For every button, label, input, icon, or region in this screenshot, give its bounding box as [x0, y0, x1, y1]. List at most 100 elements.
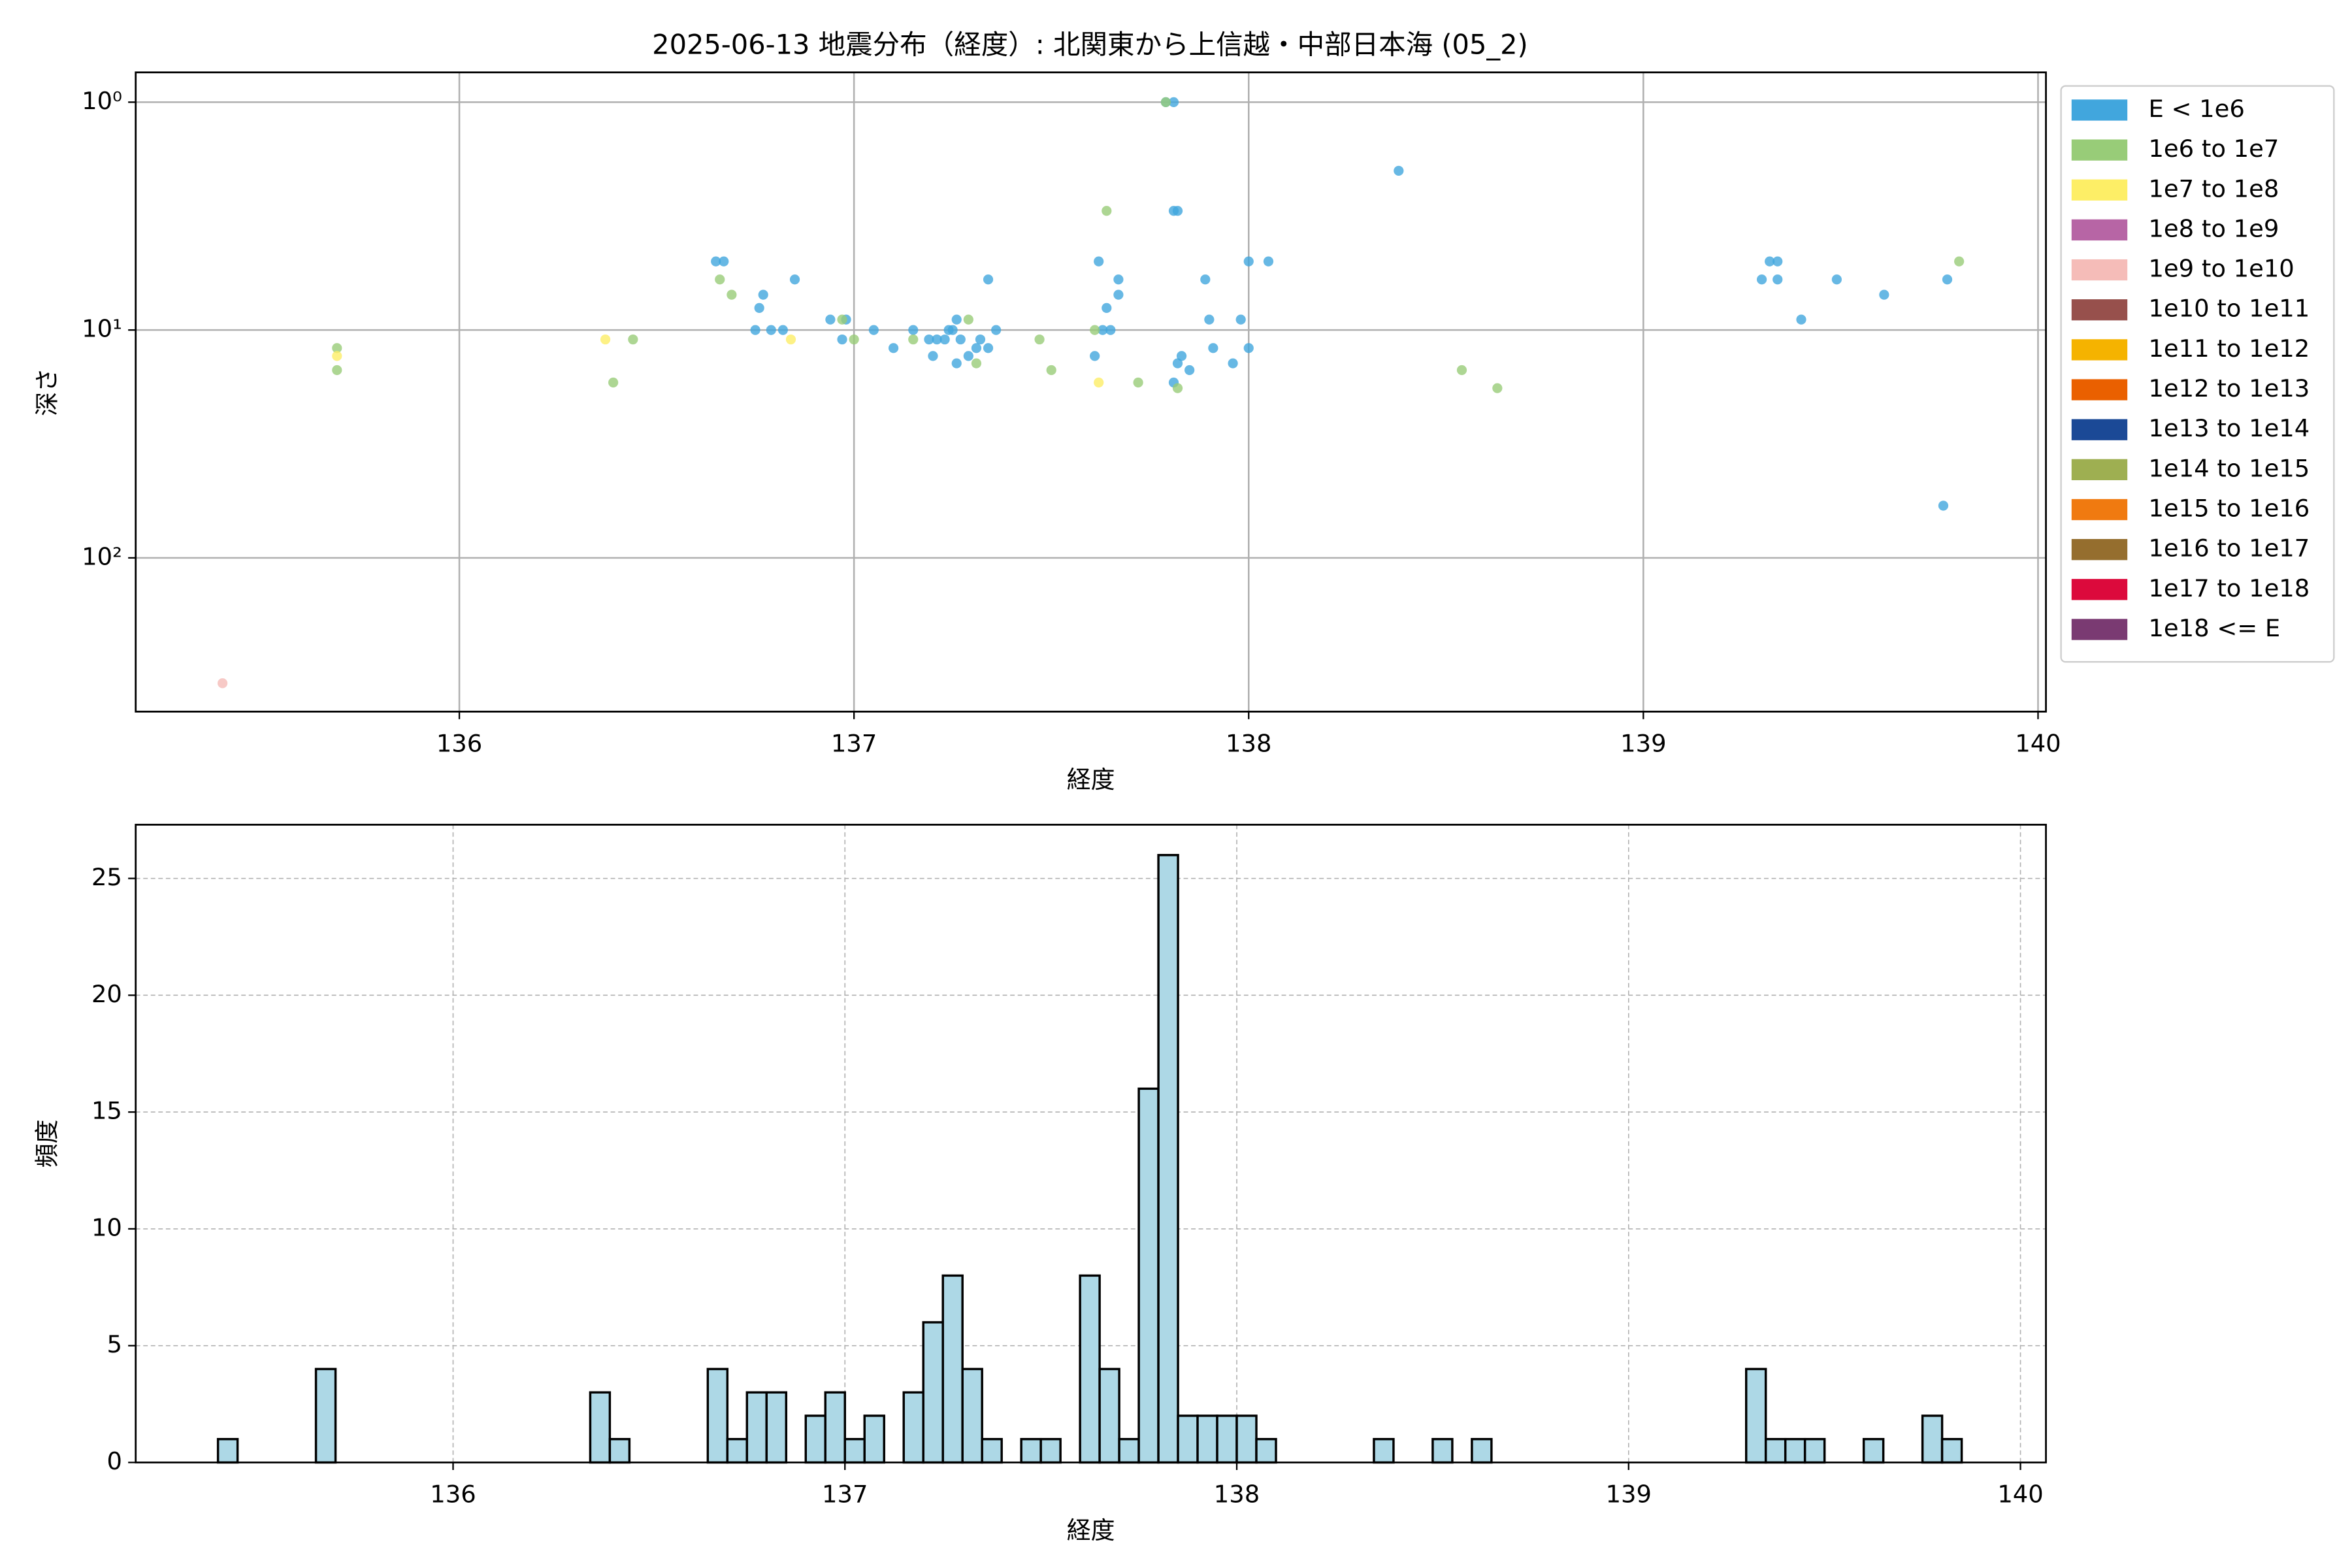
point — [955, 334, 966, 345]
bar — [1079, 1274, 1101, 1464]
bar — [941, 1274, 964, 1464]
point — [963, 314, 973, 325]
point — [1176, 351, 1187, 361]
point — [991, 325, 1002, 335]
point — [1102, 302, 1112, 313]
point — [1235, 314, 1246, 325]
bar — [706, 1367, 729, 1464]
bar — [1216, 1414, 1238, 1464]
legend-label: 1e18 <= E — [2148, 614, 2280, 642]
bar — [1177, 1414, 1199, 1464]
point — [1492, 383, 1503, 393]
point — [1090, 325, 1100, 335]
point — [1172, 383, 1183, 393]
legend-label: 1e13 to 1e14 — [2148, 414, 2310, 442]
legend-swatch — [2071, 339, 2128, 361]
point — [924, 334, 934, 345]
point — [1113, 274, 1124, 285]
legend-label: 1e9 to 1e10 — [2148, 255, 2294, 283]
y-tick-label: 10² — [82, 542, 122, 570]
point — [971, 343, 982, 353]
point — [1263, 256, 1274, 267]
y-tick-label: 15 — [91, 1097, 122, 1125]
legend-swatch — [2071, 498, 2128, 521]
x-tick-label: 138 — [1214, 1480, 1260, 1509]
legend-swatch — [2071, 459, 2128, 480]
point — [715, 274, 725, 285]
legend-swatch — [2071, 99, 2128, 121]
point — [1938, 500, 1949, 511]
legend-swatch — [2071, 259, 2128, 281]
point — [1172, 358, 1183, 368]
bar — [1940, 1437, 1963, 1464]
legend-label: 1e12 to 1e13 — [2148, 374, 2310, 402]
point — [608, 377, 619, 388]
point — [825, 314, 836, 325]
legend-swatch — [2071, 179, 2128, 201]
point — [332, 365, 342, 376]
legend-swatch — [2071, 619, 2128, 640]
point — [1954, 256, 1965, 267]
legend-box — [2060, 85, 2335, 663]
bar — [608, 1437, 631, 1464]
x-tick-label: 136 — [436, 730, 482, 758]
point — [1243, 343, 1254, 353]
point — [1113, 289, 1124, 300]
bar — [1157, 854, 1179, 1464]
legend-swatch — [2071, 579, 2128, 600]
bar — [726, 1437, 749, 1464]
bar — [1196, 1414, 1218, 1464]
point — [1879, 289, 1889, 300]
bar — [1137, 1087, 1160, 1464]
bar — [863, 1414, 885, 1464]
point — [727, 289, 737, 300]
bar — [961, 1367, 983, 1464]
y-tick-label: 10⁰ — [82, 87, 122, 115]
point — [1772, 274, 1783, 285]
x-tick-label: 139 — [1606, 1480, 1652, 1509]
bar — [1803, 1437, 1826, 1464]
bar — [1255, 1437, 1277, 1464]
bar — [1431, 1437, 1454, 1464]
point — [1228, 358, 1238, 368]
y-tick-label: 10¹ — [82, 315, 122, 343]
point — [849, 334, 859, 345]
x-tick-label: 137 — [831, 730, 877, 758]
legend-swatch — [2071, 419, 2128, 440]
point — [1942, 274, 1953, 285]
plot-frame — [135, 71, 2047, 713]
legend-label: 1e17 to 1e18 — [2148, 574, 2310, 602]
point — [332, 351, 342, 361]
point — [332, 343, 342, 353]
point — [1105, 325, 1116, 335]
point — [1168, 97, 1179, 107]
bar — [314, 1367, 337, 1464]
bar — [1235, 1414, 1258, 1464]
bar — [1764, 1437, 1787, 1464]
point — [837, 334, 847, 345]
x-tick-label: 140 — [1997, 1480, 2043, 1509]
bar — [1039, 1437, 1062, 1464]
point — [1765, 256, 1775, 267]
bar — [922, 1321, 944, 1464]
bar — [765, 1391, 788, 1464]
bar — [902, 1391, 924, 1464]
plot-frame — [135, 823, 2047, 1463]
y-tick-label: 10 — [91, 1213, 122, 1241]
bar — [1471, 1437, 1493, 1464]
bar — [981, 1437, 1003, 1464]
point — [1094, 377, 1104, 388]
bar — [745, 1391, 768, 1464]
point — [951, 358, 962, 368]
bar — [1098, 1367, 1120, 1464]
x-tick-label: 136 — [430, 1480, 476, 1509]
bar — [804, 1414, 827, 1464]
legend-swatch — [2071, 299, 2128, 321]
point — [1133, 377, 1143, 388]
point — [1034, 334, 1045, 345]
point — [758, 289, 768, 300]
point — [932, 334, 942, 345]
point — [1160, 97, 1171, 107]
point — [1090, 351, 1100, 361]
